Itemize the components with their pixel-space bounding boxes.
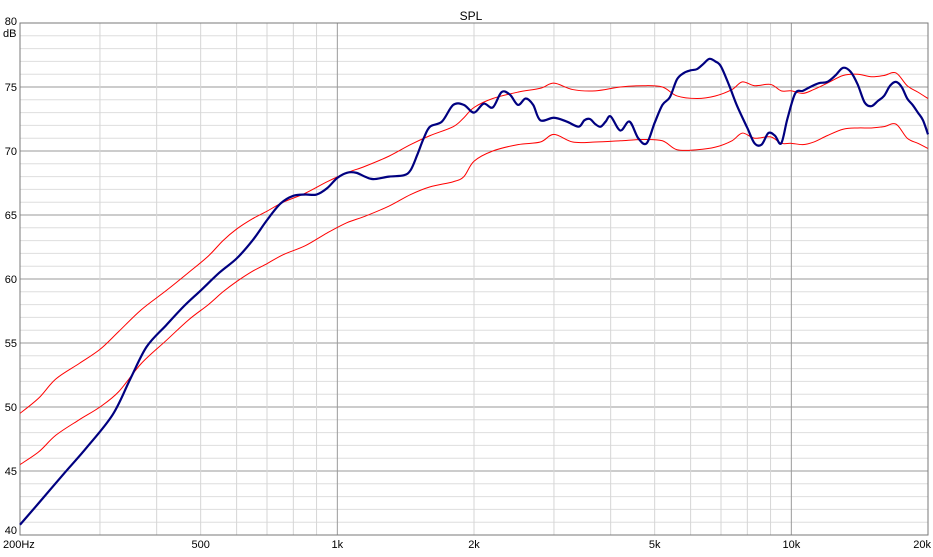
tolerance-bound-line bbox=[19, 123, 929, 466]
y-tick-label: 60 bbox=[5, 274, 17, 286]
x-tick-label: 500 bbox=[191, 539, 209, 551]
chart-title: SPL bbox=[460, 9, 483, 23]
x-tick-label: 10k bbox=[782, 539, 800, 551]
plot-frame bbox=[19, 22, 929, 536]
x-tick-label: 5k bbox=[649, 539, 661, 551]
y-tick-label: 45 bbox=[5, 466, 17, 478]
tolerance-bound-line bbox=[19, 72, 929, 414]
y-tick-label: 70 bbox=[5, 146, 17, 158]
x-tick-labels: 200Hz 500 1k 2k 5k 10k 20k bbox=[3, 539, 931, 551]
y-axis-unit-label: dB bbox=[3, 28, 16, 40]
y-tick-label: 65 bbox=[5, 210, 17, 222]
y-tick-label: 55 bbox=[5, 338, 17, 350]
y-tick-label: 75 bbox=[5, 82, 17, 94]
y-tick-label: 40 bbox=[5, 525, 17, 537]
y-tick-labels: 40 45 50 55 60 65 70 75 80 bbox=[5, 16, 17, 537]
y-tick-label: 50 bbox=[5, 402, 17, 414]
x-tick-label: 2k bbox=[468, 539, 480, 551]
x-tick-label: 200Hz bbox=[3, 539, 35, 551]
x-tick-label: 1k bbox=[332, 539, 344, 551]
spl-response-line bbox=[19, 57, 930, 526]
x-tick-label: 20k bbox=[913, 539, 931, 551]
series-layer bbox=[19, 57, 930, 526]
y-tick-label: 80 bbox=[5, 16, 17, 28]
grid bbox=[19, 22, 929, 536]
